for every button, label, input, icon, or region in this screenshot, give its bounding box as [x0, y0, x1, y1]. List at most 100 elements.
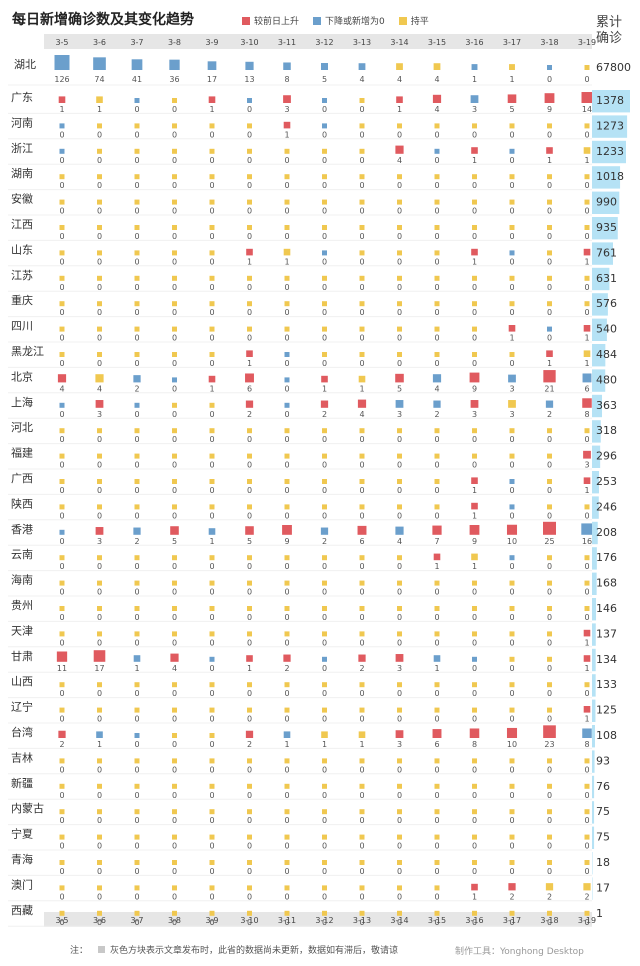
daily-case-value: 0 — [247, 918, 252, 927]
daily-case-square — [397, 225, 402, 230]
daily-case-value: 0 — [584, 765, 589, 774]
daily-case-value: 0 — [434, 791, 439, 800]
daily-case-value: 0 — [397, 359, 402, 368]
daily-case-value: 3 — [472, 105, 477, 114]
daily-case-square — [95, 374, 104, 383]
daily-case-square — [547, 301, 552, 307]
daily-case-value: 0 — [172, 638, 177, 647]
daily-case-value: 0 — [434, 461, 439, 470]
daily-case-square — [322, 479, 327, 484]
daily-case-value: 1 — [472, 75, 477, 84]
daily-case-square — [358, 654, 366, 662]
daily-case-square — [97, 682, 102, 688]
daily-case-value: 0 — [134, 486, 139, 495]
date-label-top: 3-7 — [130, 38, 143, 47]
cumulative-bar — [592, 471, 599, 494]
cumulative-value: 253 — [596, 475, 617, 488]
daily-case-square — [134, 910, 140, 916]
daily-case-square — [433, 655, 441, 662]
cumulative-value: 1378 — [596, 94, 624, 107]
daily-case-value: 0 — [397, 334, 402, 343]
daily-case-square — [395, 526, 404, 535]
cumulative-value: 1273 — [596, 119, 624, 132]
daily-case-value: 10 — [507, 740, 517, 749]
daily-case-square — [322, 225, 327, 230]
daily-case-value: 0 — [547, 181, 552, 190]
daily-case-value: 0 — [172, 486, 177, 495]
daily-case-value: 0 — [134, 892, 139, 901]
daily-case-square — [397, 783, 402, 789]
daily-case-square — [97, 428, 102, 434]
daily-case-square — [547, 656, 552, 662]
daily-case-square — [246, 655, 253, 662]
cumulative-value: 134 — [596, 653, 617, 666]
daily-case-square — [397, 758, 402, 764]
daily-case-square — [584, 123, 590, 129]
daily-case-square — [397, 301, 402, 307]
daily-case-square — [395, 373, 404, 383]
daily-case-value: 0 — [397, 765, 402, 774]
daily-case-value: 0 — [97, 867, 102, 876]
daily-case-square — [472, 123, 477, 129]
daily-case-value: 0 — [97, 892, 102, 901]
daily-case-value: 0 — [172, 613, 177, 622]
daily-case-value: 9 — [547, 105, 552, 114]
daily-case-value: 11 — [57, 664, 67, 673]
daily-case-value: 0 — [247, 588, 252, 597]
cumulative-value: 93 — [596, 754, 610, 767]
daily-case-square — [59, 479, 65, 484]
daily-case-value: 0 — [172, 816, 177, 825]
daily-case-value: 1 — [584, 715, 589, 724]
daily-case-square — [434, 580, 440, 586]
daily-case-value: 0 — [209, 207, 214, 216]
daily-case-square — [322, 809, 327, 815]
daily-case-square — [59, 453, 65, 459]
date-label-bottom: 3-8 — [168, 916, 181, 925]
daily-case-value: 0 — [322, 715, 327, 724]
daily-case-square — [584, 809, 590, 815]
daily-case-value: 0 — [509, 562, 514, 571]
daily-case-square — [544, 93, 555, 103]
daily-case-square — [54, 55, 70, 70]
province-label: 辽宁 — [11, 700, 33, 714]
daily-case-value: 0 — [172, 588, 177, 597]
daily-case-value: 0 — [547, 334, 552, 343]
cumulative-value: 1018 — [596, 170, 624, 183]
daily-case-square — [397, 809, 402, 815]
cumulative-value: 75 — [596, 831, 610, 844]
daily-case-square — [397, 174, 402, 180]
daily-case-value: 0 — [359, 562, 364, 571]
daily-case-square — [509, 301, 515, 307]
daily-case-square — [359, 783, 365, 789]
daily-case-square — [96, 96, 103, 103]
cumulative-value: 631 — [596, 272, 617, 285]
daily-case-square — [359, 504, 365, 510]
daily-case-square — [472, 174, 477, 180]
cumulative-bar — [592, 699, 596, 722]
daily-case-square — [472, 758, 477, 764]
date-label-top: 3-15 — [428, 38, 446, 47]
daily-case-value: 0 — [547, 130, 552, 139]
daily-case-square — [397, 555, 402, 561]
daily-case-value: 0 — [59, 130, 64, 139]
daily-case-value: 0 — [472, 867, 477, 876]
daily-case-square — [322, 783, 327, 789]
daily-case-value: 0 — [547, 232, 552, 241]
daily-case-value: 0 — [209, 842, 214, 851]
daily-case-square — [322, 352, 327, 357]
daily-case-square — [472, 682, 477, 688]
daily-case-square — [584, 301, 590, 307]
daily-case-value: 0 — [509, 765, 514, 774]
daily-case-value: 0 — [434, 181, 439, 190]
province-label: 广西 — [11, 472, 33, 485]
cumulative-bar — [592, 369, 606, 392]
daily-case-value: 0 — [322, 283, 327, 292]
daily-case-square — [97, 910, 102, 916]
daily-case-square — [509, 352, 515, 357]
daily-case-value: 0 — [397, 613, 402, 622]
daily-case-square — [583, 450, 591, 459]
daily-case-value: 1 — [359, 740, 364, 749]
daily-case-value: 0 — [472, 689, 477, 698]
daily-case-square — [59, 428, 65, 434]
daily-case-square — [583, 883, 591, 891]
